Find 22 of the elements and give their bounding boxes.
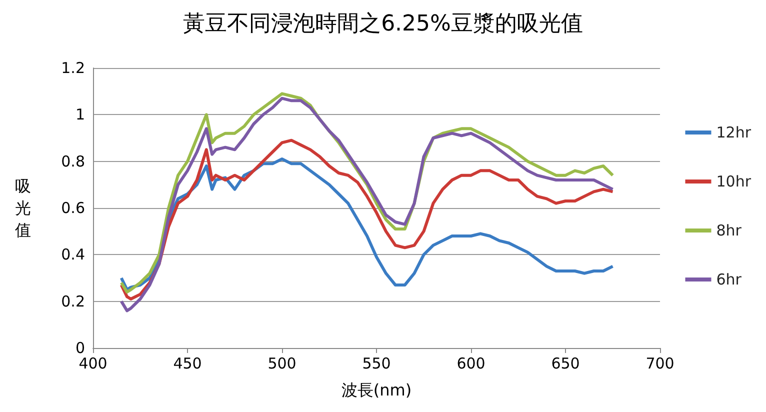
chart-title: 黃豆不同浸泡時間之6.25%豆漿的吸光值 [183, 12, 583, 36]
x-tick-label: 700 [646, 354, 674, 372]
y-tick-label: 0.6 [61, 199, 85, 217]
y-tick-label: 0.8 [61, 152, 85, 170]
legend-label: 12hr [716, 124, 752, 142]
line-series [120, 138, 614, 300]
legend-label: 10hr [716, 172, 752, 190]
x-tick-label: 450 [173, 354, 202, 372]
y-tick-label: 0.4 [61, 246, 85, 264]
y-tick-label: 1.2 [61, 59, 85, 77]
x-tick-label: 550 [362, 354, 391, 372]
x-axis-title: 波長(nm) [341, 380, 412, 400]
x-tick-label: 500 [268, 354, 296, 372]
y-axis-title: 吸光值 [15, 176, 31, 240]
legend-label: 8hr [716, 222, 742, 240]
y-tick-label: 1 [75, 106, 85, 124]
y-tick-label: 0.2 [61, 292, 85, 310]
y-tick-label: 0 [75, 339, 85, 357]
x-tick-label: 600 [456, 354, 486, 372]
x-tick-label: 650 [551, 354, 580, 372]
legend-label: 6hr [716, 270, 742, 288]
x-tick-label: 400 [78, 354, 108, 372]
